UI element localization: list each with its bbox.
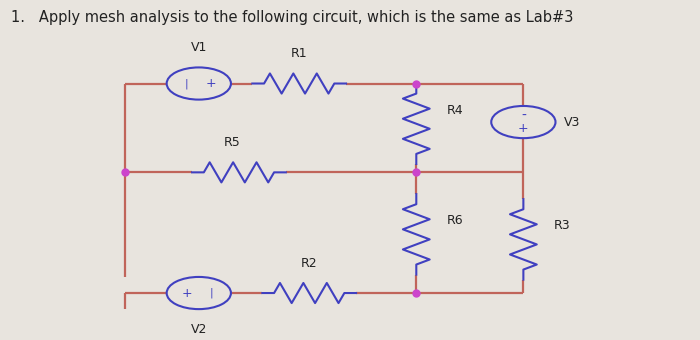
Text: R1: R1 xyxy=(291,47,307,60)
Text: +: + xyxy=(181,287,192,300)
Text: R2: R2 xyxy=(301,257,318,270)
Text: -: - xyxy=(521,109,526,123)
Text: 1.   Apply mesh analysis to the following circuit, which is the same as Lab#3: 1. Apply mesh analysis to the following … xyxy=(11,10,574,25)
Text: |: | xyxy=(209,288,213,298)
Text: R4: R4 xyxy=(447,104,463,117)
Text: +: + xyxy=(518,122,528,135)
Text: V3: V3 xyxy=(564,116,580,129)
Text: V2: V2 xyxy=(190,323,207,336)
Text: V1: V1 xyxy=(190,41,207,54)
Text: +: + xyxy=(206,77,216,90)
Text: R3: R3 xyxy=(554,220,570,233)
Text: R6: R6 xyxy=(447,215,463,227)
Text: R5: R5 xyxy=(224,136,241,149)
Text: |: | xyxy=(185,78,188,89)
